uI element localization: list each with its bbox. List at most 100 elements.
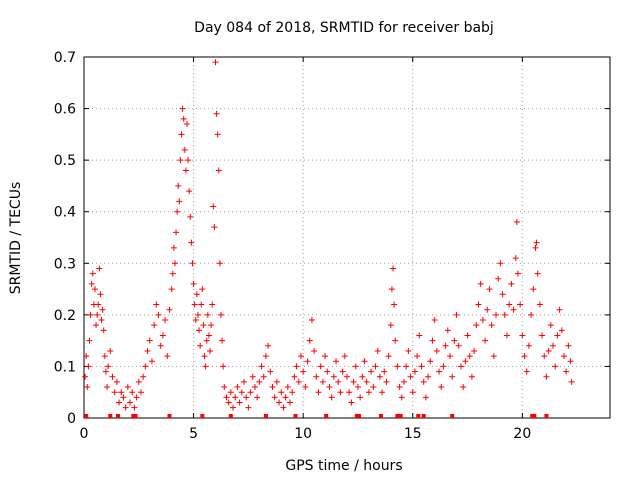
data-point xyxy=(429,337,436,344)
data-point xyxy=(388,286,395,293)
data-point xyxy=(359,373,366,380)
data-point xyxy=(105,363,112,370)
data-point xyxy=(197,342,204,349)
data-point xyxy=(525,342,532,349)
data-point xyxy=(405,347,412,354)
data-point xyxy=(243,394,250,401)
data-point xyxy=(223,394,230,401)
data-point xyxy=(180,115,187,122)
data-point xyxy=(84,384,91,391)
data-point xyxy=(304,358,311,365)
data-point xyxy=(462,358,469,365)
data-point xyxy=(221,384,228,391)
data-point xyxy=(407,373,414,380)
data-point xyxy=(157,342,164,349)
data-point xyxy=(175,182,182,189)
data-point xyxy=(543,373,550,380)
data-point xyxy=(269,384,276,391)
data-point xyxy=(493,311,500,318)
data-point xyxy=(89,270,96,277)
data-point xyxy=(313,373,320,380)
data-point xyxy=(171,260,178,267)
data-point xyxy=(129,389,136,396)
data-point xyxy=(306,337,313,344)
data-point xyxy=(120,394,127,401)
data-point xyxy=(153,301,160,308)
data-point xyxy=(96,265,103,272)
data-point xyxy=(97,291,104,298)
data-point xyxy=(392,337,399,344)
data-point xyxy=(249,373,256,380)
data-point xyxy=(188,239,195,246)
data-point xyxy=(262,353,269,360)
data-point xyxy=(453,311,460,318)
data-point xyxy=(256,378,263,385)
data-point xyxy=(440,363,447,370)
zero-data-point xyxy=(395,414,400,418)
data-point xyxy=(230,404,237,411)
data-point xyxy=(82,373,89,380)
data-point xyxy=(361,358,368,365)
data-point xyxy=(370,384,377,391)
data-point xyxy=(219,337,226,344)
data-point xyxy=(501,311,508,318)
data-point xyxy=(471,347,478,354)
data-point xyxy=(346,389,353,396)
data-point xyxy=(102,368,109,375)
data-point xyxy=(100,327,107,334)
data-point xyxy=(109,373,116,380)
data-point xyxy=(131,404,138,411)
zero-data-point xyxy=(263,414,268,418)
data-point xyxy=(368,368,375,375)
data-point xyxy=(187,213,194,220)
data-point xyxy=(166,306,173,313)
data-point xyxy=(260,373,267,380)
data-point xyxy=(528,311,535,318)
data-point xyxy=(513,219,520,226)
data-point xyxy=(207,347,214,354)
data-point xyxy=(363,378,370,385)
data-point xyxy=(234,384,241,391)
data-point xyxy=(201,353,208,360)
data-point xyxy=(510,306,517,313)
data-point xyxy=(391,301,398,308)
data-point xyxy=(490,353,497,360)
y-tick-label: 0.6 xyxy=(54,102,76,118)
data-points xyxy=(82,59,575,418)
data-point xyxy=(409,389,416,396)
y-tick-label: 0.4 xyxy=(54,205,76,221)
data-point xyxy=(475,301,482,308)
data-point xyxy=(337,389,344,396)
zero-data-point xyxy=(115,414,120,418)
zero-data-point xyxy=(530,414,535,418)
data-point xyxy=(431,317,438,324)
zero-data-point xyxy=(532,414,537,418)
data-point xyxy=(135,378,142,385)
data-point xyxy=(127,399,134,406)
data-point xyxy=(211,224,218,231)
data-point xyxy=(541,353,548,360)
zero-data-point xyxy=(416,414,421,418)
data-point xyxy=(348,399,355,406)
data-point xyxy=(523,368,530,375)
data-point xyxy=(203,337,210,344)
data-point xyxy=(282,394,289,401)
data-point xyxy=(209,301,216,308)
data-point xyxy=(444,327,451,334)
zero-data-point xyxy=(167,414,172,418)
data-point xyxy=(202,363,209,370)
data-point xyxy=(521,353,528,360)
data-point xyxy=(159,332,166,339)
data-point xyxy=(411,368,418,375)
data-point xyxy=(558,327,565,334)
data-point xyxy=(514,270,521,277)
data-point xyxy=(287,399,294,406)
data-point xyxy=(381,368,388,375)
data-point xyxy=(400,378,407,385)
data-point xyxy=(308,317,315,324)
y-axis-label: SRMTID / TECUs xyxy=(8,182,24,295)
data-point xyxy=(536,301,543,308)
zero-data-point xyxy=(450,414,455,418)
data-point xyxy=(333,358,340,365)
data-point xyxy=(497,260,504,267)
